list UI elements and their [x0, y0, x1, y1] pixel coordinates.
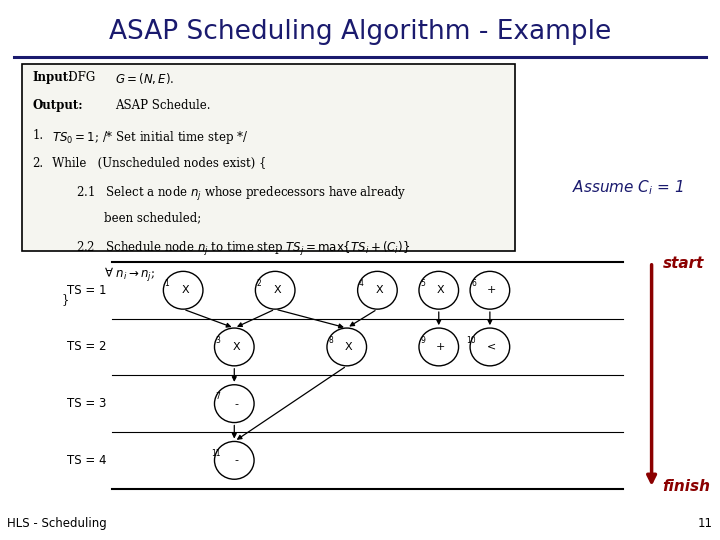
Ellipse shape: [419, 271, 459, 309]
Text: ASAP Scheduling Algorithm - Example: ASAP Scheduling Algorithm - Example: [109, 19, 611, 45]
Text: 9: 9: [420, 335, 425, 345]
Text: X: X: [345, 342, 353, 352]
Text: 5: 5: [420, 279, 425, 288]
Text: start: start: [662, 256, 703, 272]
Ellipse shape: [470, 271, 510, 309]
Text: been scheduled;: been scheduled;: [104, 212, 202, 225]
Text: finish: finish: [662, 479, 711, 494]
Text: ASAP Schedule.: ASAP Schedule.: [115, 99, 211, 112]
Text: $G = (N, E)$.: $G = (N, E)$.: [115, 71, 175, 86]
Text: +: +: [436, 342, 446, 352]
Text: 2.: 2.: [32, 157, 43, 170]
Text: -: -: [234, 399, 238, 409]
Text: $TS_0 = 1$; /* Set initial time step */: $TS_0 = 1$; /* Set initial time step */: [40, 129, 248, 146]
Text: 6: 6: [471, 279, 476, 288]
Text: 2.1   Select a node $n_j$ whose predecessors have already: 2.1 Select a node $n_j$ whose predecesso…: [76, 185, 406, 203]
Text: 1: 1: [165, 279, 169, 288]
Text: X: X: [437, 285, 444, 295]
Ellipse shape: [358, 271, 397, 309]
Text: TS = 4: TS = 4: [67, 454, 107, 467]
Text: X: X: [274, 285, 281, 295]
Text: HLS - Scheduling: HLS - Scheduling: [7, 517, 107, 530]
Ellipse shape: [419, 328, 459, 366]
Text: 4: 4: [359, 279, 364, 288]
Text: Input:: Input:: [32, 71, 73, 84]
Text: 11: 11: [698, 517, 713, 530]
Ellipse shape: [470, 328, 510, 366]
Text: X: X: [376, 285, 383, 295]
Text: <: <: [487, 342, 497, 352]
Text: While   (Unscheduled nodes exist) {: While (Unscheduled nodes exist) {: [40, 157, 266, 170]
Text: TS = 3: TS = 3: [67, 397, 107, 410]
Text: +: +: [487, 285, 497, 295]
Ellipse shape: [327, 328, 366, 366]
Ellipse shape: [163, 271, 203, 309]
Text: }: }: [61, 293, 68, 306]
Text: X: X: [181, 285, 189, 295]
Ellipse shape: [215, 328, 254, 366]
Text: 2: 2: [256, 279, 261, 288]
Text: Assume $C_i$ = 1: Assume $C_i$ = 1: [572, 178, 684, 197]
Text: X: X: [233, 342, 240, 352]
Text: 7: 7: [215, 392, 220, 401]
Text: -: -: [234, 455, 238, 465]
Text: 3: 3: [215, 335, 220, 345]
Text: $\forall\ n_i \rightarrow n_j$;: $\forall\ n_i \rightarrow n_j$;: [104, 266, 156, 285]
Text: 10: 10: [467, 335, 476, 345]
Text: 8: 8: [328, 335, 333, 345]
Ellipse shape: [256, 271, 295, 309]
Text: TS = 2: TS = 2: [67, 340, 107, 354]
Ellipse shape: [215, 442, 254, 480]
Text: 2.2   Schedule node $n_j$ to time step $TS_j = \max\{TS_i + (C_i)\}$: 2.2 Schedule node $n_j$ to time step $TS…: [76, 240, 410, 258]
Text: 11: 11: [211, 449, 220, 458]
Text: 1.: 1.: [32, 129, 43, 142]
Text: DFG: DFG: [57, 71, 103, 84]
Text: TS = 1: TS = 1: [67, 284, 107, 297]
Text: Output:: Output:: [32, 99, 83, 112]
FancyBboxPatch shape: [22, 64, 515, 251]
Ellipse shape: [215, 384, 254, 422]
